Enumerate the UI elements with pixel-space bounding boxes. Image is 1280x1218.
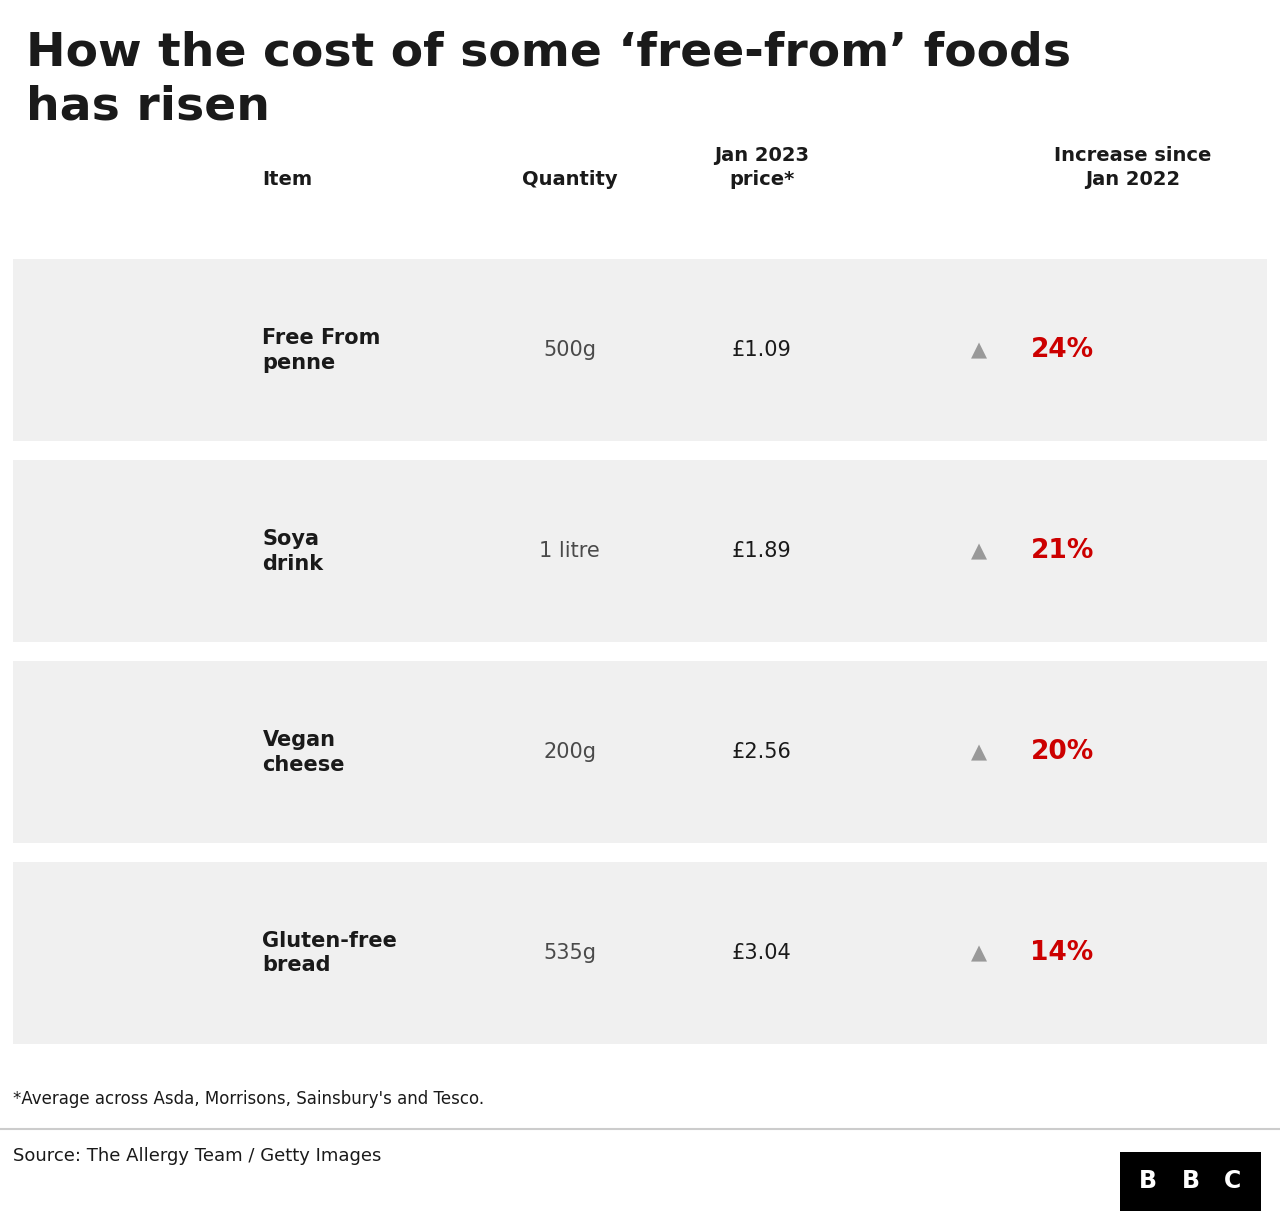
Text: 1 litre: 1 litre [539,541,600,561]
Bar [19,275,173,425]
Text: 535g: 535g [543,943,596,963]
Text: 500g: 500g [543,340,596,361]
Bar [1213,1152,1258,1211]
Bar [19,878,173,1028]
Bar [13,661,1267,843]
Text: Increase since
Jan 2022: Increase since Jan 2022 [1055,146,1211,189]
Text: How the cost of some ‘free-from’ foods
has risen: How the cost of some ‘free-from’ foods h… [26,30,1071,129]
Text: ▲: ▲ [972,742,987,762]
Text: B: B [1181,1169,1199,1194]
Text: *Average across Asda, Morrisons, Sainsbury's and Tesco.: *Average across Asda, Morrisons, Sainsbu… [13,1090,484,1108]
Bar [1120,1152,1261,1211]
Text: £3.04: £3.04 [732,943,791,963]
Text: Source: The Allergy Team / Getty Images: Source: The Allergy Team / Getty Images [13,1147,381,1166]
Text: 14%: 14% [1030,940,1093,966]
Text: ▲: ▲ [972,943,987,963]
Text: Item: Item [262,169,312,189]
Text: ▲: ▲ [972,541,987,561]
Bar [19,476,173,626]
Text: £1.09: £1.09 [732,340,791,361]
Text: Vegan
cheese: Vegan cheese [262,730,344,775]
Text: £1.89: £1.89 [732,541,791,561]
Text: 200g: 200g [543,742,596,762]
Text: ▲: ▲ [972,340,987,361]
Text: C: C [1224,1169,1242,1194]
Text: Jan 2023
price*: Jan 2023 price* [714,146,809,189]
Bar [1120,1152,1165,1211]
Bar [19,677,173,827]
Text: Soya
drink: Soya drink [262,529,324,574]
Text: £2.56: £2.56 [732,742,791,762]
Bar [1167,1152,1211,1211]
Text: 20%: 20% [1030,739,1093,765]
Bar [13,862,1267,1044]
Bar [13,259,1267,441]
Text: 21%: 21% [1030,538,1094,564]
Text: B: B [1139,1169,1157,1194]
Text: 24%: 24% [1030,337,1093,363]
Text: Quantity: Quantity [522,169,617,189]
Text: Free From
penne: Free From penne [262,328,380,373]
Text: Gluten-free
bread: Gluten-free bread [262,931,397,976]
Bar [13,460,1267,642]
